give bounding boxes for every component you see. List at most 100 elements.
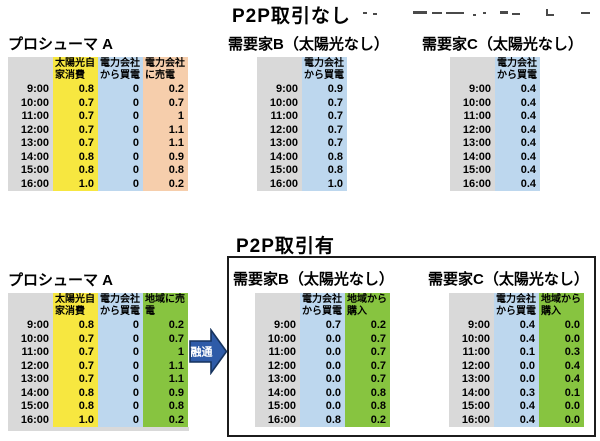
- value-cell: 1.1: [143, 359, 188, 373]
- table-header-row: 太陽光自家消費 電力会社から買電 電力会社に売電: [8, 57, 188, 83]
- value-cell: 0.2: [143, 413, 188, 427]
- value-cell: 0.8: [345, 400, 390, 414]
- time-cell: 15:00: [8, 164, 53, 178]
- value-cell: 0.8: [302, 164, 347, 178]
- time-cell: 11:00: [449, 346, 494, 360]
- table-header-row: 電力会社から買電 地域から購入: [449, 293, 584, 319]
- table-row: 15:00 0.8 0 0.8: [8, 164, 188, 178]
- value-cell: 0.7: [53, 359, 98, 373]
- column-header: 電力会社から買電: [302, 57, 347, 83]
- table-row: 13:00 0.7: [257, 137, 347, 151]
- value-cell: 1.0: [302, 177, 347, 191]
- value-cell: 0: [98, 400, 143, 414]
- column-header: 電力会社から買電: [300, 293, 345, 319]
- value-cell: 0.4: [494, 319, 539, 333]
- label-consumer-c-top: 需要家C（太陽光なし）: [422, 36, 583, 53]
- value-cell: 0: [98, 373, 143, 387]
- value-cell: 0.7: [143, 96, 188, 110]
- table-row: 10:00 0.4: [450, 96, 540, 110]
- table-row: 14:00 0.8 0 0.9: [8, 150, 188, 164]
- time-cell: 11:00: [257, 110, 302, 124]
- table-row: 13:00 0.0 0.4: [449, 373, 584, 387]
- time-cell: 15:00: [255, 400, 300, 414]
- section-title-no-p2p: P2P取引なし: [232, 6, 351, 27]
- table-row: 16:00 1.0: [257, 177, 347, 191]
- time-cell: 11:00: [255, 346, 300, 360]
- time-cell: 10:00: [449, 332, 494, 346]
- time-cell: 15:00: [450, 164, 495, 178]
- value-cell: 0.8: [143, 164, 188, 178]
- value-cell: 0.8: [300, 413, 345, 427]
- time-cell: 16:00: [8, 177, 53, 191]
- time-cell: 12:00: [449, 359, 494, 373]
- table-row: 15:00 0.8: [257, 164, 347, 178]
- table-header-row: 電力会社から買電 地域から購入: [255, 293, 390, 319]
- table-consumer-b-bottom: 電力会社から買電 地域から購入 9:00 0.7 0.2 10:00 0.0 0.7 11:00…: [255, 293, 390, 427]
- value-cell: 1.1: [143, 123, 188, 137]
- corner-cell: [8, 293, 53, 319]
- clipped-text-fragment: [581, 12, 590, 14]
- value-cell: 0.7: [53, 123, 98, 137]
- value-cell: 0.0: [539, 400, 584, 414]
- clipped-text-fragment: [473, 14, 476, 16]
- time-cell: 10:00: [8, 332, 53, 346]
- value-cell: 0.7: [302, 123, 347, 137]
- table-row: 11:00 0.1 0.3: [449, 346, 584, 360]
- time-cell: 10:00: [8, 96, 53, 110]
- value-cell: 0.9: [143, 150, 188, 164]
- value-cell: 0.7: [345, 359, 390, 373]
- table-row: 9:00 0.9: [257, 83, 347, 97]
- section-title-with-p2p: P2P取引有: [236, 236, 335, 257]
- value-cell: 0.3: [539, 346, 584, 360]
- table-row: 14:00 0.8: [257, 150, 347, 164]
- value-cell: 0.7: [302, 110, 347, 124]
- time-cell: 14:00: [8, 386, 53, 400]
- value-cell: 0.0: [300, 386, 345, 400]
- table-header-row: 電力会社から買電: [257, 57, 347, 83]
- table-row: 9:00 0.7 0.2: [255, 319, 390, 333]
- table-row: 14:00 0.3 0.1: [449, 386, 584, 400]
- clipped-text-fragment: [483, 12, 486, 14]
- value-cell: 0.0: [539, 413, 584, 427]
- time-cell: 11:00: [450, 110, 495, 124]
- time-cell: 12:00: [8, 359, 53, 373]
- time-cell: 14:00: [8, 150, 53, 164]
- value-cell: 0: [98, 150, 143, 164]
- value-cell: 0.8: [53, 400, 98, 414]
- value-cell: 0.1: [539, 386, 584, 400]
- corner-cell: [8, 57, 53, 83]
- value-cell: 0.0: [300, 332, 345, 346]
- value-cell: 1.1: [143, 137, 188, 151]
- label-consumer-c-bottom: 需要家C（太陽光なし）: [428, 271, 589, 288]
- table-consumer-b-top: 電力会社から買電 9:00 0.9 10:00 0.7 11:00 0.7 12:00 0.7 1…: [257, 57, 347, 191]
- table-row: 12:00 0.7 0 1.1: [8, 123, 188, 137]
- column-header: 電力会社から買電: [98, 293, 143, 319]
- time-cell: 16:00: [450, 177, 495, 191]
- clipped-text-fragment: [512, 13, 520, 15]
- time-cell: 9:00: [450, 83, 495, 97]
- table-row: 10:00 0.4 0.0: [449, 332, 584, 346]
- time-cell: 13:00: [450, 137, 495, 151]
- value-cell: 0.2: [143, 319, 188, 333]
- time-cell: 12:00: [450, 123, 495, 137]
- corner-cell: [450, 57, 495, 83]
- time-cell: 13:00: [257, 137, 302, 151]
- value-cell: 0.4: [495, 96, 540, 110]
- time-cell: 16:00: [8, 413, 53, 427]
- arrow-shape: [189, 328, 228, 375]
- table-row: 10:00 0.0 0.7: [255, 332, 390, 346]
- value-cell: 0.4: [495, 150, 540, 164]
- value-cell: 0.4: [495, 123, 540, 137]
- value-cell: 0.4: [495, 110, 540, 124]
- time-cell: 10:00: [257, 96, 302, 110]
- clipped-text-fragment: [373, 13, 377, 15]
- value-cell: 0.0: [300, 346, 345, 360]
- table-row: 16:00 1.0 0 0.2: [8, 177, 188, 191]
- table-row: 14:00 0.8 0 0.9: [8, 386, 189, 400]
- column-header: 地域から購入: [345, 293, 390, 319]
- value-cell: 0.9: [302, 83, 347, 97]
- value-cell: 0.7: [53, 96, 98, 110]
- table-row: 16:00 0.4 0.0: [449, 413, 584, 427]
- table-prosumer-a-top: 太陽光自家消費 電力会社から買電 電力会社に売電 9:00 0.8 0 0.2 10:00 0.…: [8, 57, 188, 191]
